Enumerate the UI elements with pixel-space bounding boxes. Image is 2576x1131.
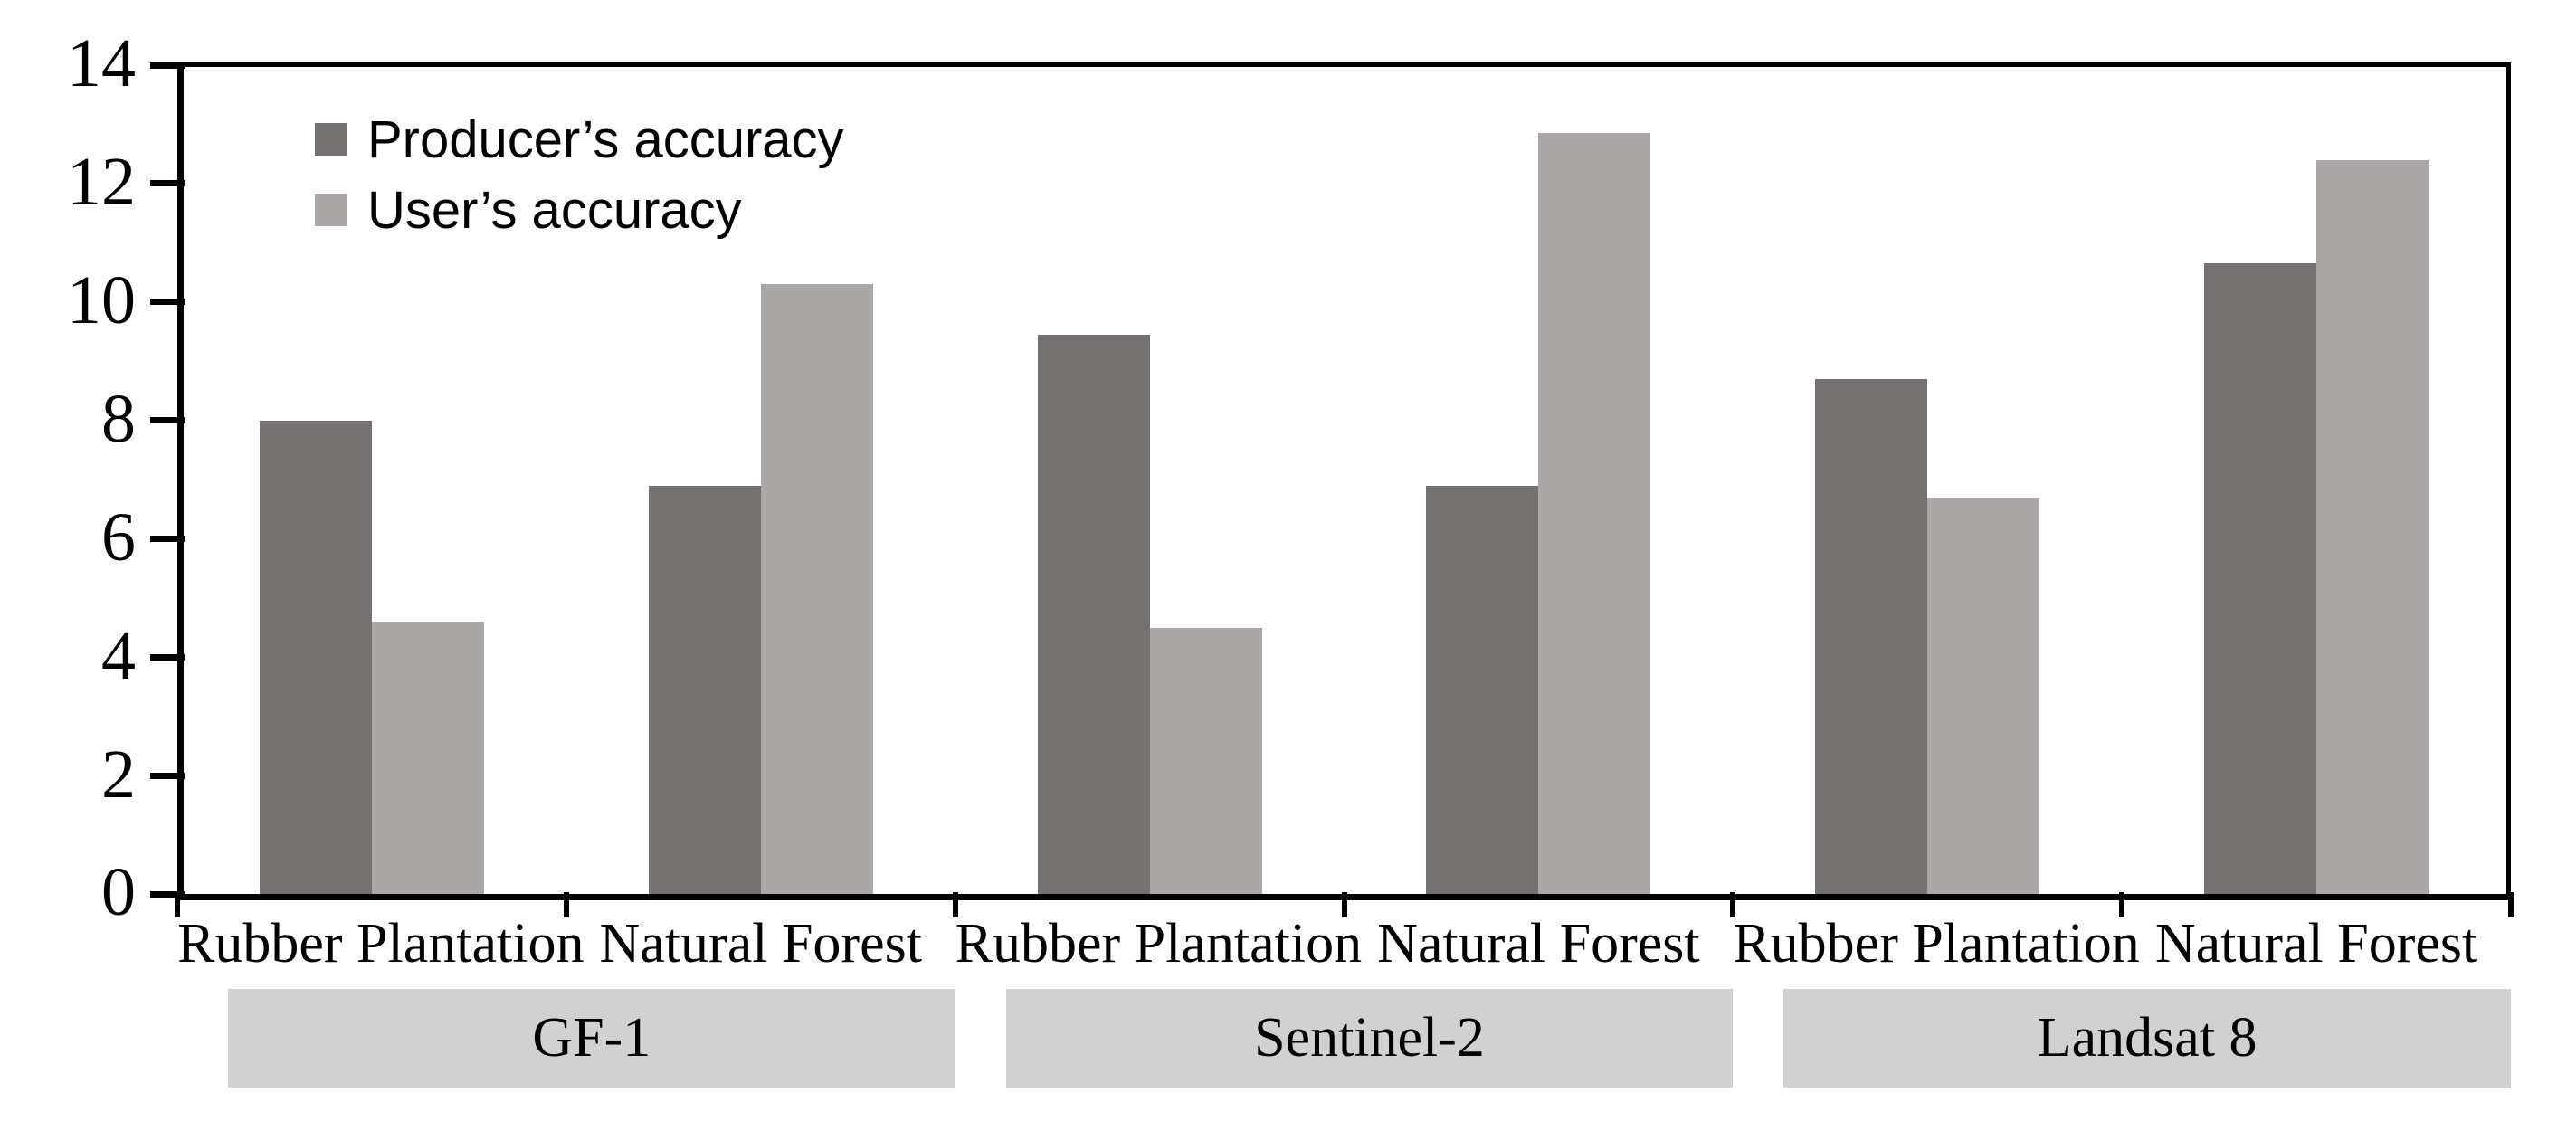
y-tick-mark [150,299,185,306]
y-tick-label-4: 4 [101,617,136,694]
bar-user-s-accuracy-rubber-plantation-0 [371,622,484,894]
bar-user-s-accuracy-natural-forest-1 [760,284,873,894]
y-tick-label-12: 12 [67,144,136,221]
group-band-landsat-8: Landsat 8 [1783,989,2511,1088]
y-tick-label-2: 2 [101,736,136,813]
x-tick-mark [563,892,569,917]
bar-producer-s-accuracy-natural-forest-3 [1426,485,1539,894]
x-category-label-3: Natural Forest [1377,913,1700,974]
bar-user-s-accuracy-rubber-plantation-4 [1927,497,2040,894]
x-category-label-2: Rubber Plantation [955,913,1363,974]
x-tick-mark [952,892,958,917]
x-tick-mark [2119,892,2125,917]
bar-producer-s-accuracy-rubber-plantation-0 [259,420,372,894]
y-tick-mark [150,653,185,661]
bar-user-s-accuracy-natural-forest-3 [1538,133,1651,894]
bar-producer-s-accuracy-natural-forest-5 [2204,263,2317,894]
x-tick-mark [1341,892,1347,917]
y-tick-mark [150,180,185,187]
y-tick-mark [150,417,185,424]
y-tick-mark [150,535,185,542]
legend-swatch-user-s-accuracy [315,194,347,226]
legend-swatch-producer-s-accuracy [315,123,347,156]
group-band-gf-1: GF-1 [228,989,955,1088]
legend-label-producer-s-accuracy: Producer’s accuracy [367,110,844,169]
x-tick-mark [175,892,180,917]
y-tick-label-10: 10 [67,262,136,339]
bar-user-s-accuracy-natural-forest-5 [2316,159,2429,894]
bar-user-s-accuracy-rubber-plantation-2 [1149,627,1262,894]
legend-label-user-s-accuracy: User’s accuracy [367,181,742,240]
y-tick-mark [150,772,185,779]
y-tick-label-14: 14 [67,25,136,102]
x-category-label-0: Rubber Plantation [177,913,585,974]
y-tick-label-8: 8 [101,381,136,458]
x-category-label-5: Natural Forest [2154,913,2478,974]
x-category-label-4: Rubber Plantation [1733,913,2140,974]
x-tick-mark [2508,892,2514,917]
y-tick-mark [150,890,185,898]
x-category-label-1: Natural Forest [599,913,922,974]
y-tick-label-0: 0 [101,854,136,931]
bar-producer-s-accuracy-rubber-plantation-2 [1037,334,1150,894]
group-band-sentinel-2: Sentinel-2 [1005,989,1734,1088]
y-tick-mark [150,62,185,69]
x-tick-mark [1730,892,1736,917]
y-tick-label-6: 6 [101,499,136,575]
bar-producer-s-accuracy-rubber-plantation-4 [1815,378,1928,894]
bar-producer-s-accuracy-natural-forest-1 [648,485,761,894]
